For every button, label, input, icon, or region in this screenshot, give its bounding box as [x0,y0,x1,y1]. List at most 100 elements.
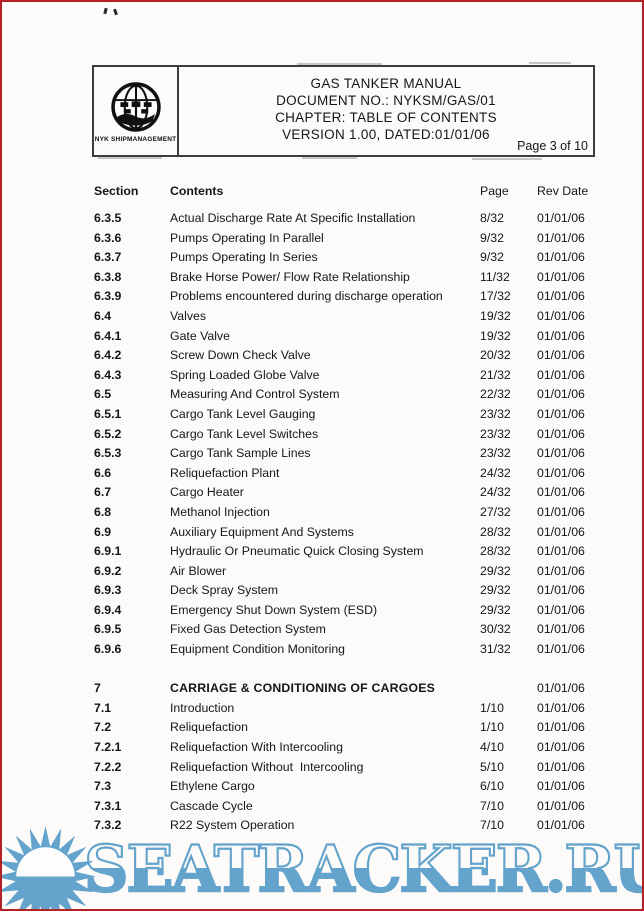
row-section-number: 7.3 [94,779,112,794]
row-page: 11/32 [480,269,510,284]
row-page: 1/10 [480,700,504,715]
table-row: 6.9.4 Emergency Shut Down System (ESD) 2… [92,601,595,621]
row-contents: Actual Discharge Rate At Specific Instal… [170,211,416,225]
row-page: 20/32 [480,348,511,363]
row-section-number: 7.3.2 [94,818,122,833]
row-rev-date: 01/01/06 [537,328,585,343]
table-row: 6.4.3 Spring Loaded Globe Valve 21/32 01… [92,366,595,386]
row-contents: Pumps Operating In Parallel [170,230,324,245]
row-page: 27/32 [480,504,511,519]
row-page: 8/32 [480,211,504,225]
row-contents: Deck Spray System [170,583,278,598]
row-rev-date: 01/01/06 [537,250,585,265]
table-row: 6.4.1 Gate Valve 19/32 01/01/06 [92,327,595,347]
row-section-number: 6.7 [94,485,112,500]
scan-smudge [297,63,382,65]
table-body: 6.3.5 Actual Discharge Rate At Specific … [92,209,595,836]
table-row: 6.4.2 Screw Down Check Valve 20/32 01/01… [92,346,595,366]
row-page: 9/32 [480,250,504,265]
row-contents: Introduction [170,700,235,715]
row-section-number: 6.4.1 [94,328,122,343]
row-page: 29/32 [480,583,511,598]
row-contents: Cargo Tank Level Switches [170,426,319,441]
row-page: 29/32 [480,563,511,578]
row-contents: Reliquefaction Without Intercooling [170,759,364,774]
scan-smudge [302,157,357,159]
row-contents: Screw Down Check Valve [170,348,311,363]
document-title: GAS TANKER MANUAL [310,76,462,91]
row-rev-date: 01/01/06 [537,446,585,461]
table-row: 6.5.3 Cargo Tank Sample Lines 23/32 01/0… [92,444,595,464]
row-section-number: 6.5.3 [94,446,122,461]
table-row: 6.9.5 Fixed Gas Detection System 30/32 0… [92,620,595,640]
table-row: 6.9.2 Air Blower 29/32 01/01/06 [92,562,595,582]
row-rev-date: 01/01/06 [537,544,585,559]
table-row: 7.1 Introduction 1/10 01/01/06 [92,699,595,719]
row-page: 23/32 [480,446,511,461]
document-chapter-line: CHAPTER: TABLE OF CONTENTS [275,110,497,125]
table-header-row: Section Contents Page Rev Date [92,182,595,202]
row-page: 19/32 [480,328,511,343]
row-contents: Brake Horse Power/ Flow Rate Relationshi… [170,269,410,284]
row-section-number: 6.9.6 [94,642,122,657]
row-contents: Equipment Condition Monitoring [170,642,345,657]
row-section-number: 7.2.1 [94,739,122,754]
row-section-number: 6.9.5 [94,622,122,637]
row-section-number: 6.9.2 [94,563,122,578]
row-page: 9/32 [480,230,504,245]
row-contents: Reliquefaction [170,720,248,735]
table-row: 6.9 Auxiliary Equipment And Systems 28/3… [92,523,595,543]
row-page: 4/10 [480,739,504,754]
row-contents: Reliquefaction Plant [170,465,280,480]
row-section-number: 7.2.2 [94,759,122,774]
row-rev-date: 01/01/06 [537,700,585,715]
table-row: 6.9.3 Deck Spray System 29/32 01/01/06 [92,581,595,601]
scan-smudge [98,157,162,159]
row-rev-date: 01/01/06 [537,269,585,284]
row-contents: Auxiliary Equipment And Systems [170,524,354,539]
row-contents: Air Blower [170,563,227,578]
row-page: 23/32 [480,426,511,441]
row-section-number: 6.5 [94,387,112,402]
row-rev-date: 01/01/06 [537,465,585,480]
table-row: 7.3.2 R22 System Operation 7/10 01/01/06 [92,816,595,836]
table-row: 6.3.8 Brake Horse Power/ Flow Rate Relat… [92,268,595,288]
document-header: NYK SHIPMANAGEMENT GAS TANKER MANUAL DOC… [92,65,595,157]
table-row: 6.9.6 Equipment Condition Monitoring 31/… [92,640,595,660]
sun-icon [2,826,96,909]
row-rev-date: 01/01/06 [537,426,585,441]
row-page: 24/32 [480,465,511,480]
scan-smudge [472,158,542,160]
row-rev-date: 01/01/06 [537,230,585,245]
row-page: 19/32 [480,308,511,323]
row-rev-date: 01/01/06 [537,759,585,774]
page-indicator: Page 3 of 10 [517,139,588,153]
logo-caption: NYK SHIPMANAGEMENT [94,136,177,143]
row-contents: Hydraulic Or Pneumatic Quick Closing Sys… [170,544,424,559]
row-contents: Valves [170,308,206,323]
row-rev-date: 01/01/06 [537,406,585,421]
row-section-number: 6.3.8 [94,269,122,284]
row-contents: Measuring And Control System [170,387,340,402]
row-rev-date: 01/01/06 [537,583,585,598]
table-row: 6.5.2 Cargo Tank Level Switches 23/32 01… [92,425,595,445]
row-rev-date: 01/01/06 [537,485,585,500]
row-contents: Cascade Cycle [170,798,253,813]
column-header-revdate: Rev Date [537,184,589,198]
row-rev-date: 01/01/06 [537,348,585,363]
row-contents: Methanol Injection [170,504,270,519]
row-section-number: 6.9.4 [94,602,122,617]
table-row: 7.2.2 Reliquefaction Without Intercoolin… [92,758,595,778]
row-section-number: 6.9.1 [94,544,122,559]
column-header-contents: Contents [170,184,224,198]
row-contents: Emergency Shut Down System (ESD) [170,602,378,617]
row-section-number: 7 [94,681,101,696]
logo-cell: NYK SHIPMANAGEMENT [94,67,179,155]
row-page: 17/32 [480,289,511,304]
row-contents: Cargo Heater [170,485,244,500]
table-row: 7.2 Reliquefaction 1/10 01/01/06 [92,718,595,738]
watermark-text: SEATRACKER.RU [83,833,642,905]
row-rev-date: 01/01/06 [537,211,585,225]
table-row: 6.3.7 Pumps Operating In Series 9/32 01/… [92,248,595,268]
table-row: 7.3.1 Cascade Cycle 7/10 01/01/06 [92,797,595,817]
